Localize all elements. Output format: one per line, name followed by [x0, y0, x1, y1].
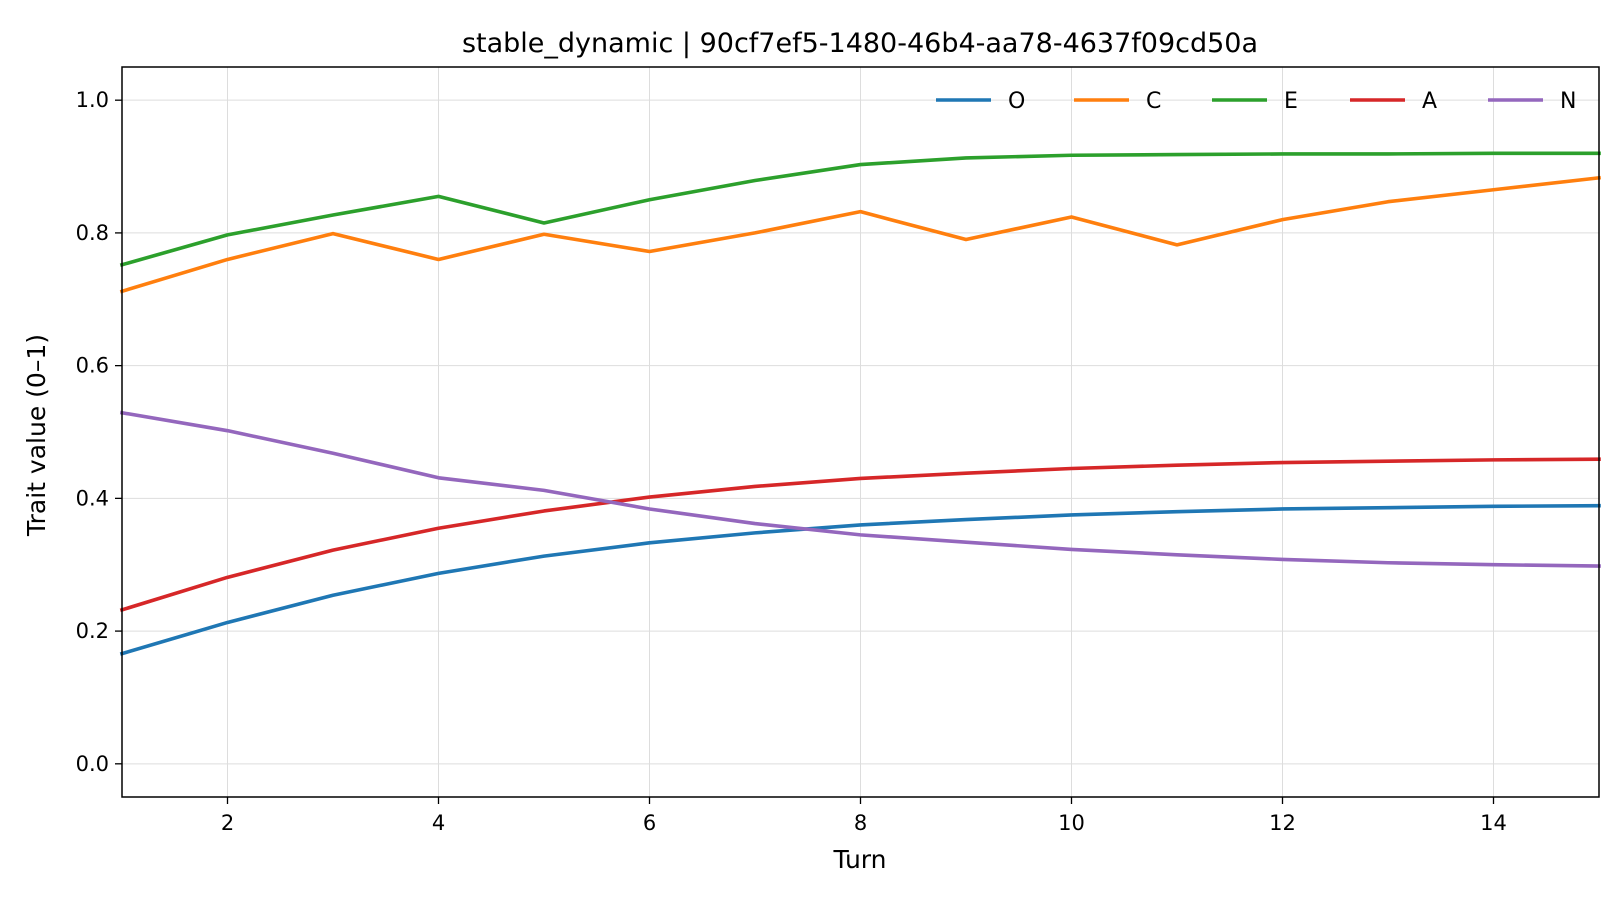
series-lines — [119, 151, 1601, 656]
x-tick-label: 6 — [643, 811, 656, 835]
x-tick-label: 14 — [1480, 811, 1507, 835]
y-axis-title: Trait value (0–1) — [22, 334, 51, 537]
series-line-e — [119, 151, 1601, 267]
y-tick-label: 0.2 — [76, 619, 109, 643]
y-tick-label: 1.0 — [76, 88, 109, 112]
legend-label: O — [1008, 89, 1025, 114]
x-tick-label: 8 — [854, 811, 867, 835]
series-line-a — [119, 457, 1601, 613]
legend-item-e: E — [1212, 89, 1298, 114]
x-tick-label: 4 — [432, 811, 445, 835]
legend-item-a: A — [1350, 89, 1437, 114]
x-tick-label: 10 — [1058, 811, 1085, 835]
series-line-n — [119, 410, 1601, 568]
chart-title: stable_dynamic | 90cf7ef5-1480-46b4-aa78… — [462, 28, 1258, 59]
y-tick-label: 0.6 — [76, 354, 109, 378]
legend-item-n: N — [1488, 89, 1576, 114]
y-tick-label: 0.0 — [76, 752, 109, 776]
legend-item-c: C — [1074, 89, 1161, 114]
legend-item-o: O — [936, 89, 1025, 114]
legend-label: C — [1146, 89, 1161, 114]
legend-label: A — [1422, 89, 1437, 114]
series-line-c — [119, 175, 1601, 294]
x-tick-label: 2 — [221, 811, 234, 835]
legend-label: E — [1284, 89, 1298, 114]
axis-ticks: 2 4 6 8 10 12 14 0.0 0.2 0.4 0.6 0.8 1.0 — [76, 88, 1507, 835]
legend-label: N — [1560, 89, 1576, 114]
y-tick-label: 0.8 — [76, 221, 109, 245]
y-tick-label: 0.4 — [76, 486, 109, 510]
series-line-o — [119, 503, 1601, 656]
x-tick-label: 12 — [1269, 811, 1296, 835]
x-axis-title: Turn — [832, 845, 886, 874]
